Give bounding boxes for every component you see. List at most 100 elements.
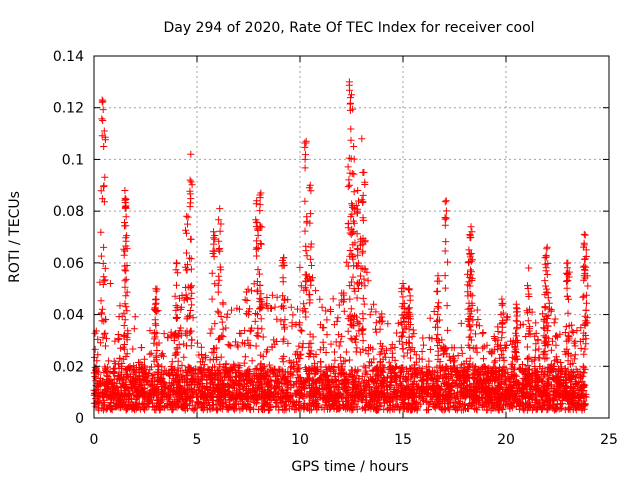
data-point — [180, 353, 188, 361]
data-point — [302, 137, 310, 145]
data-point — [208, 295, 216, 303]
data-point — [566, 406, 574, 413]
data-point — [228, 306, 235, 314]
data-point — [225, 341, 233, 349]
data-point — [418, 348, 426, 355]
data-point — [129, 345, 137, 353]
data-point — [187, 265, 195, 273]
data-point — [472, 330, 479, 338]
data-point — [184, 220, 191, 228]
data-point — [121, 277, 129, 285]
data-point — [544, 289, 552, 297]
data-point — [122, 213, 130, 221]
data-point — [99, 106, 107, 114]
data-point — [323, 316, 331, 324]
data-point — [466, 354, 474, 362]
data-point — [359, 191, 367, 199]
data-point — [335, 342, 343, 350]
data-point — [241, 296, 249, 304]
data-point — [582, 306, 590, 314]
data-point — [532, 319, 540, 327]
data-point — [405, 285, 413, 293]
data-point — [102, 316, 110, 324]
data-point — [241, 353, 249, 361]
data-point — [188, 398, 196, 406]
data-point — [400, 352, 408, 360]
data-point — [118, 312, 126, 320]
data-point — [340, 307, 348, 315]
data-point — [120, 251, 128, 259]
data-point — [121, 203, 129, 211]
data-point — [257, 315, 265, 323]
data-point — [289, 311, 297, 319]
data-point — [208, 325, 216, 333]
data-point — [345, 78, 353, 86]
data-point — [302, 247, 310, 255]
data-point — [296, 263, 304, 271]
data-point — [543, 397, 551, 405]
data-point — [256, 270, 263, 278]
data-point — [187, 255, 195, 263]
data-point — [184, 213, 192, 221]
data-point — [399, 280, 407, 287]
data-point — [122, 222, 130, 230]
x-axis-label: GPS time / hours — [291, 459, 408, 475]
y-tick-label: 0.12 — [53, 101, 84, 117]
data-point — [209, 397, 216, 405]
data-point — [122, 275, 130, 283]
data-point — [354, 187, 362, 194]
y-tick-label: 0.14 — [53, 49, 84, 65]
data-point — [102, 342, 109, 350]
data-point — [223, 310, 231, 318]
data-point — [97, 310, 105, 318]
data-point — [480, 355, 487, 363]
data-point — [318, 303, 326, 311]
data-point — [464, 305, 472, 313]
data-point — [114, 331, 122, 338]
data-point — [188, 336, 196, 344]
data-point — [441, 284, 449, 292]
data-point — [564, 309, 572, 317]
data-point — [457, 344, 465, 352]
data-point — [435, 304, 443, 312]
data-point — [183, 229, 190, 237]
data-point — [579, 362, 587, 370]
data-point — [186, 199, 194, 207]
data-point — [435, 277, 443, 285]
data-point — [360, 362, 368, 370]
data-point — [188, 289, 196, 297]
data-point — [121, 316, 129, 324]
data-point — [584, 282, 592, 290]
data-point — [138, 344, 146, 352]
data-point — [172, 313, 180, 321]
x-tick-label: 5 — [193, 432, 202, 448]
data-point — [524, 309, 532, 317]
data-point — [350, 170, 358, 178]
data-point — [406, 304, 413, 312]
data-point — [353, 344, 361, 352]
data-point — [298, 327, 306, 335]
data-point — [346, 356, 354, 364]
data-point — [248, 287, 255, 295]
data-point — [344, 183, 352, 191]
data-point — [434, 287, 441, 295]
data-point — [335, 331, 343, 339]
data-point — [550, 319, 558, 327]
data-point — [406, 296, 414, 304]
data-point — [349, 273, 357, 281]
data-point — [412, 351, 420, 359]
data-point — [347, 125, 355, 133]
data-point — [168, 358, 176, 366]
data-point — [467, 223, 475, 231]
data-point — [358, 135, 366, 143]
data-point — [208, 269, 216, 277]
data-point — [524, 317, 532, 325]
data-point — [297, 326, 305, 334]
y-tick-label: 0 — [75, 411, 84, 427]
data-point — [543, 271, 551, 278]
data-point — [387, 345, 395, 353]
data-point — [305, 340, 313, 348]
data-point — [214, 288, 222, 296]
data-point — [288, 319, 296, 327]
data-point — [441, 272, 449, 280]
